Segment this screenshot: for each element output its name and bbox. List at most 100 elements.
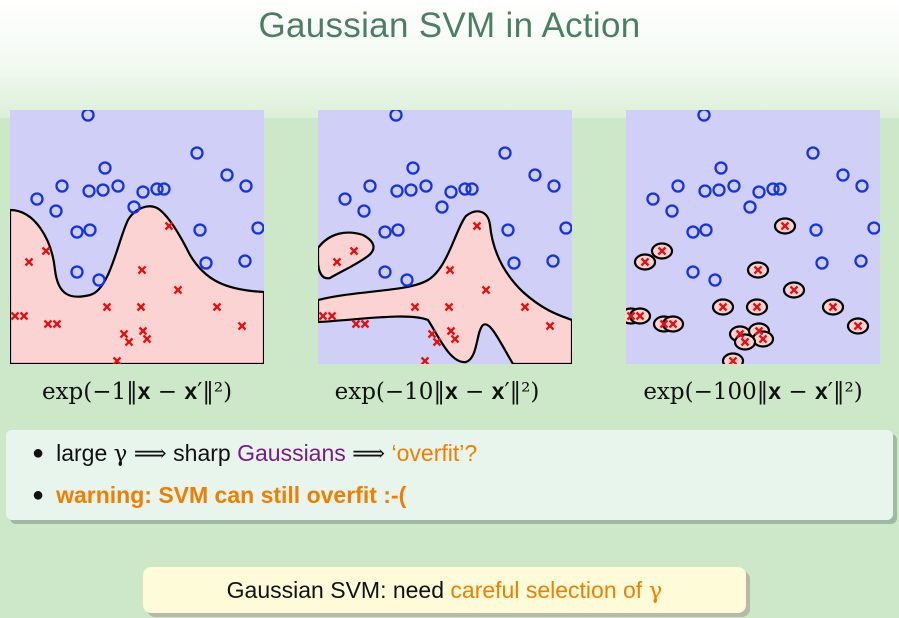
circle-marker [698, 184, 712, 198]
cross-marker [327, 311, 337, 321]
cross-marker [758, 334, 768, 344]
circle-marker [809, 223, 823, 237]
caption-minus: − [150, 379, 185, 405]
cross-marker [41, 246, 51, 256]
note-text: Gaussian SVM: need [226, 577, 451, 603]
caption-suffix: ′‖²) [504, 379, 540, 405]
circle-marker [378, 265, 392, 279]
circle-marker [507, 256, 521, 270]
bullet-item-2: ● warning: SVM can still overfit :-( [32, 482, 406, 509]
cross-marker [10, 311, 20, 321]
cross-marker [52, 319, 62, 329]
cross-marker [351, 319, 361, 329]
cross-marker [410, 302, 420, 312]
cross-marker [138, 326, 148, 336]
bullet-item-1: ● large γ ⟹ sharp Gaussians ⟹ ‘overfit’? [32, 440, 477, 467]
circle-marker [559, 221, 572, 235]
circle-marker [699, 223, 713, 237]
cross-marker [164, 221, 174, 231]
overfit-highlight: ‘overfit’? [391, 440, 478, 466]
cross-marker [668, 319, 678, 329]
panel-gamma-1 [10, 110, 264, 364]
cross-marker [659, 319, 669, 329]
decision-plot-gamma-10 [318, 110, 572, 364]
cross-marker [780, 221, 790, 231]
bullet-text: large [56, 440, 108, 466]
circle-marker [686, 225, 700, 239]
circle-marker [49, 204, 63, 218]
circle-marker [55, 179, 69, 193]
cross-marker [24, 257, 34, 267]
cross-marker [753, 265, 763, 275]
cross-marker [318, 311, 328, 321]
negative-region [10, 205, 264, 364]
cross-marker [212, 302, 222, 312]
circle-marker [111, 179, 125, 193]
cross-markers-1 [10, 221, 247, 364]
circle-marker [854, 254, 868, 268]
slide-header: Gaussian SVM in Action [0, 0, 899, 118]
circle-marker [81, 110, 95, 122]
circle-marker [458, 182, 472, 196]
circle-marker [193, 223, 207, 237]
circle-marker [815, 256, 829, 270]
cross-marker [332, 257, 342, 267]
circle-marker [435, 200, 449, 214]
caption-text: exp(−10‖ [334, 379, 445, 405]
circle-marker [363, 179, 377, 193]
caption-suffix: ′‖²) [827, 379, 863, 405]
gamma-symbol: γ [113, 441, 128, 467]
circle-marker [855, 179, 869, 193]
circle-marker [30, 192, 44, 206]
decision-plot-gamma-1 [10, 110, 264, 364]
cross-marker [173, 285, 183, 295]
caption-text: exp(−1‖ [41, 379, 138, 405]
cross-marker [360, 319, 370, 329]
circle-marker [406, 161, 420, 175]
decision-plot-gamma-100 [626, 110, 880, 364]
cross-marker [450, 334, 460, 344]
cross-marker [520, 302, 530, 312]
circle-marker [150, 182, 164, 196]
cross-marker [754, 326, 764, 336]
caption-xprime: x [814, 378, 828, 404]
conclusion-note: Gaussian SVM: need careful selection of … [143, 567, 746, 613]
cross-marker [853, 321, 863, 331]
circle-marker [498, 146, 512, 160]
circle-marker [127, 200, 141, 214]
caption-gamma-1: exp(−1‖x − x′‖²) [10, 378, 264, 405]
circle-marker [157, 182, 171, 196]
circle-marker [501, 223, 515, 237]
circle-marker [199, 256, 213, 270]
gamma-symbol: γ [648, 578, 663, 604]
bullet-text: sharp [173, 440, 231, 466]
circle-marker [697, 110, 711, 122]
circle-marker [96, 183, 110, 197]
slide-title: Gaussian SVM in Action [258, 6, 641, 45]
cross-marker [752, 302, 762, 312]
implies-symbol: ⟹ [352, 441, 386, 467]
circle-marker [444, 185, 458, 199]
implies-symbol: ⟹ [133, 441, 167, 467]
cross-marker [43, 319, 53, 329]
circle-markers-2 [338, 110, 572, 287]
negative-island [721, 352, 745, 364]
cross-marker [446, 326, 456, 336]
circle-marker [547, 179, 561, 193]
cross-marker [445, 265, 455, 275]
cross-marker [102, 302, 112, 312]
circle-marker [646, 192, 660, 206]
caption-suffix: ′‖²) [197, 379, 233, 405]
circle-marker [708, 273, 722, 287]
circle-marker [238, 254, 252, 268]
circle-marker [83, 223, 97, 237]
caption-gamma-100: exp(−100‖x − x′‖²) [626, 378, 880, 405]
circle-marker [465, 182, 479, 196]
circle-marker [404, 183, 418, 197]
circle-marker [391, 223, 405, 237]
caption-text: exp(−100‖ [643, 379, 769, 405]
cross-markers-2 [318, 221, 555, 364]
cross-marker [136, 302, 146, 312]
caption-xprime: x [491, 378, 505, 404]
cross-marker [718, 302, 728, 312]
